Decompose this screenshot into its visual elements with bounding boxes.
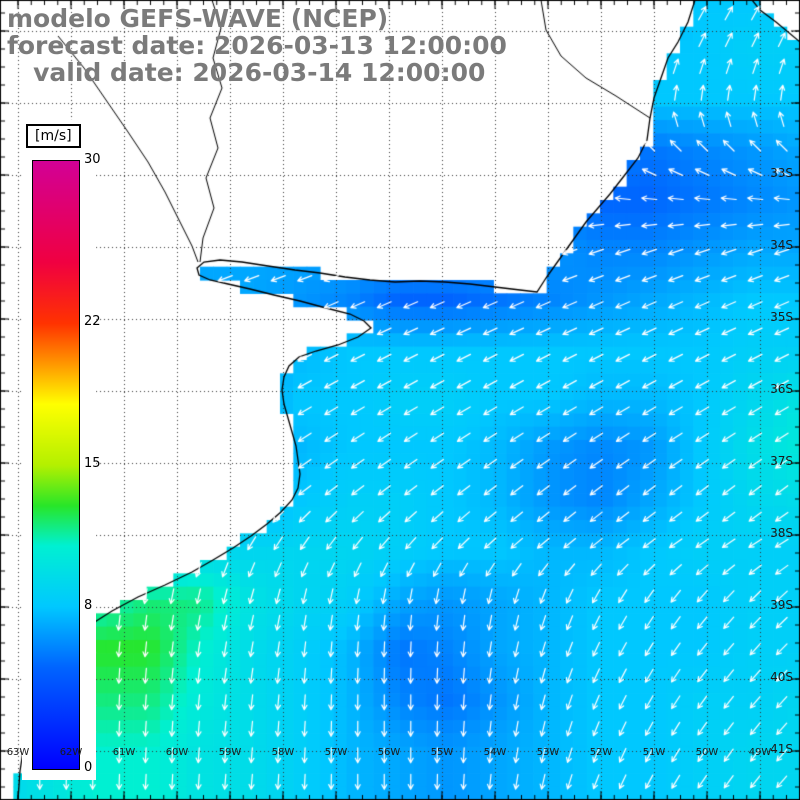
colorbar-tick-label: 30: [84, 152, 101, 167]
valid-date-line: valid date: 2026-03-14 12:00:00: [7, 58, 486, 87]
lon-tick-label: 52W: [589, 747, 613, 758]
forecast-date-line: forecast date: 2026-03-13 12:00:00: [7, 31, 507, 60]
lat-tick-label: 36S: [770, 382, 793, 396]
lon-tick-label: 62W: [59, 747, 83, 758]
lon-tick-label: 63W: [6, 747, 30, 758]
lon-tick-label: 50W: [695, 747, 719, 758]
colorbar-unit-label: [m/s]: [26, 124, 81, 148]
lon-tick-label: 60W: [165, 747, 189, 758]
lon-tick-label: 49W: [748, 747, 772, 758]
model-title: modelo GEFS-WAVE (NCEP): [7, 4, 389, 33]
lat-tick-label: 33S: [770, 166, 793, 180]
lat-tick-label: 40S: [770, 670, 793, 684]
colorbar-gradient: [32, 160, 80, 770]
lon-tick-label: 56W: [377, 747, 401, 758]
lat-tick-label: 38S: [770, 526, 793, 540]
colorbar-tick-label: 8: [84, 597, 93, 613]
title-block: modelo GEFS-WAVE (NCEP) forecast date: 2…: [7, 5, 507, 86]
lat-tick-label: 41S: [770, 742, 793, 756]
lon-tick-label: 61W: [112, 747, 136, 758]
lon-tick-label: 55W: [430, 747, 454, 758]
colorbar-tick-label: 15: [84, 456, 101, 471]
lon-tick-label: 59W: [218, 747, 242, 758]
lat-tick-label: 37S: [770, 454, 793, 468]
lon-tick-label: 51W: [642, 747, 666, 758]
lat-tick-label: 34S: [770, 238, 793, 252]
lon-tick-label: 54W: [483, 747, 507, 758]
lat-tick-label: 39S: [770, 598, 793, 612]
lon-tick-label: 58W: [271, 747, 295, 758]
colorbar-tick-label: 0: [84, 760, 93, 775]
lon-tick-label: 57W: [324, 747, 348, 758]
lon-tick-label: 53W: [536, 747, 560, 758]
lat-tick-label: 35S: [770, 310, 793, 324]
colorbar-tick-label: 22: [84, 314, 101, 330]
colorbar: [m/s] 30 22 15 8 0: [22, 120, 101, 780]
